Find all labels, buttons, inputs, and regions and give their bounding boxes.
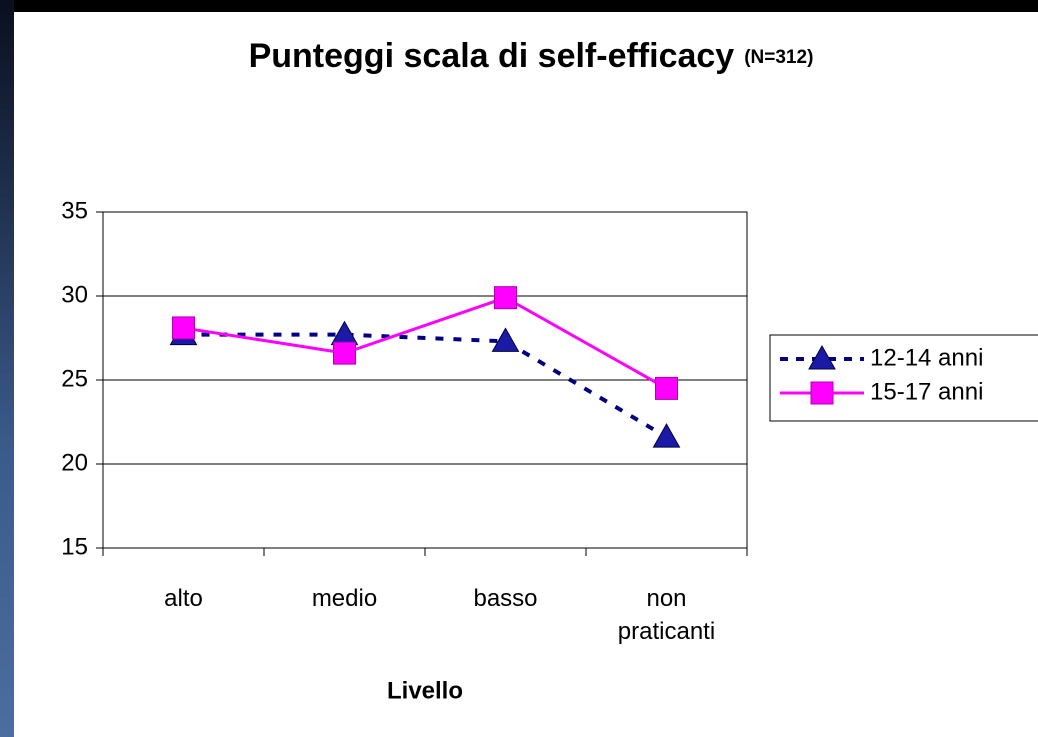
series-line [183,332,668,439]
y-tick-label: 35 [61,197,88,224]
chart-title: Punteggi scala di self-efficacy (N=312) [249,37,814,75]
x-tick-label: non praticanti [617,585,716,645]
x-axis-label: Livello [387,677,463,704]
y-tick-label: 30 [61,281,88,308]
marker [655,376,678,400]
marker [808,344,836,370]
side-strip [0,0,14,737]
y-tick-label: 25 [61,365,88,392]
y-tick-label: 15 [61,533,88,560]
x-tick-label: alto [164,585,203,612]
legend-label: 15-17 anni [870,378,983,405]
marker [333,341,356,365]
title-text: Punteggi scala di self-efficacy [249,37,735,75]
subtitle: (N=312) [744,47,813,68]
marker [810,381,834,405]
x-tick-label: medio [311,585,378,612]
x-tick-label: basso [473,585,538,612]
marker [494,286,517,310]
y-tick-label: 20 [61,449,88,476]
marker [491,327,520,352]
legend-box [769,334,1038,422]
marker [652,423,681,448]
legend-label: 12-14 anni [870,344,983,371]
marker [172,316,195,340]
series-line [183,296,668,390]
